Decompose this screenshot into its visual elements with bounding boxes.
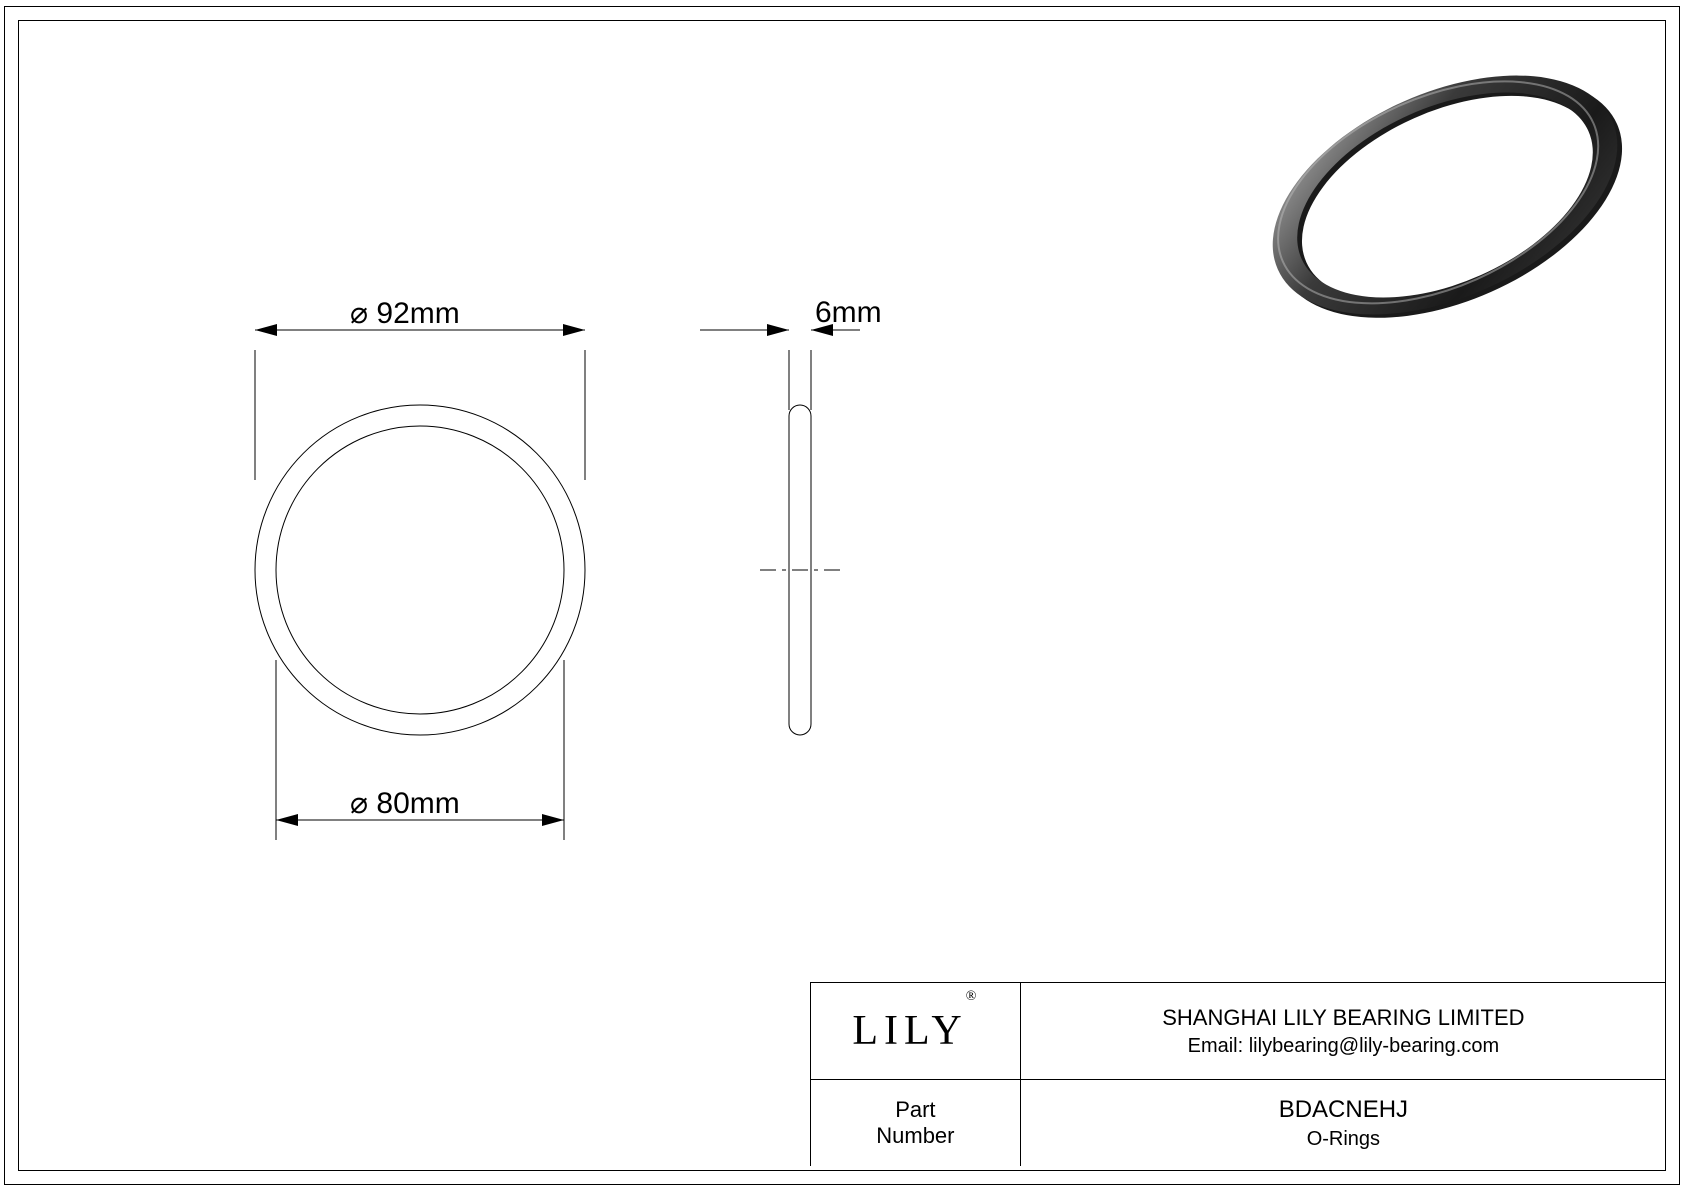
dim-thickness-label: 6mm: [815, 296, 882, 330]
company-name: SHANGHAI LILY BEARING LIMITED: [1162, 1005, 1524, 1031]
title-block: LILY ® SHANGHAI LILY BEARING LIMITED Emai…: [810, 982, 1666, 1166]
dim-outer-diameter-label: ⌀ 92mm: [350, 296, 460, 331]
drawing-sheet: ⌀ 92mm ⌀ 80mm 6mm LILY ® SHANGHAI LILY BE…: [0, 0, 1684, 1191]
logo-registered-icon: ®: [966, 989, 977, 1004]
part-number-label: Part Number: [876, 1097, 954, 1150]
company-email: Email: lilybearing@lily-bearing.com: [1188, 1035, 1500, 1058]
logo-cell: LILY ®: [811, 983, 1021, 1079]
product-type: O-Rings: [1307, 1128, 1380, 1151]
logo-text: LILY®: [852, 1007, 978, 1055]
dim-inner-diameter-label: ⌀ 80mm: [350, 786, 460, 821]
company-cell: SHANGHAI LILY BEARING LIMITED Email: lil…: [1021, 983, 1666, 1079]
part-number-value: BDACNEHJ: [1279, 1096, 1408, 1124]
part-number-label-cell: Part Number: [811, 1080, 1021, 1166]
part-number-value-cell: BDACNEHJ O-Rings: [1021, 1080, 1666, 1166]
logo-word: LILY: [852, 1008, 967, 1054]
